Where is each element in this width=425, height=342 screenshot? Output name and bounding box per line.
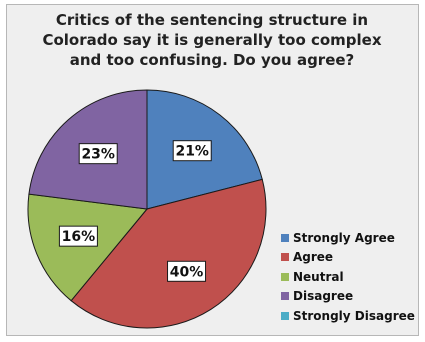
data-label-box xyxy=(78,143,118,165)
data-label-disagree: 23% xyxy=(78,143,118,165)
chart-legend: Strongly Agree Agree Neutral Disagree St… xyxy=(281,228,415,326)
legend-swatch xyxy=(281,253,289,262)
data-label-strongly-agree: 21% xyxy=(172,140,212,162)
legend-item: Agree xyxy=(281,248,415,268)
data-label-text: 16% xyxy=(62,229,96,245)
data-label-text: 23% xyxy=(81,147,115,163)
data-label-text: 21% xyxy=(175,144,209,160)
data-label-neutral: 16% xyxy=(58,225,98,247)
legend-swatch xyxy=(281,272,289,281)
legend-swatch xyxy=(281,292,289,301)
legend-swatch xyxy=(281,311,289,320)
legend-item: Disagree xyxy=(281,287,415,307)
legend-label: Disagree xyxy=(293,289,354,304)
pie-slice-neutral xyxy=(27,193,148,302)
data-label-box xyxy=(172,140,212,162)
legend-label: Neutral xyxy=(293,269,344,284)
chart-title: Critics of the sentencing structure in C… xyxy=(42,11,382,69)
data-label-box xyxy=(58,225,98,247)
legend-label: Agree xyxy=(293,250,334,265)
legend-label: Strongly Disagree xyxy=(293,308,415,323)
legend-item: Strongly Agree xyxy=(281,228,415,248)
legend-label: Strongly Agree xyxy=(293,230,395,245)
legend-item: Neutral xyxy=(281,267,415,287)
data-label-agree: 40% xyxy=(167,260,207,282)
data-label-box xyxy=(167,260,207,282)
legend-item: Strongly Disagree xyxy=(281,306,415,326)
pie-slice-agree xyxy=(70,178,267,329)
data-label-text: 40% xyxy=(170,264,204,280)
legend-swatch xyxy=(281,233,289,242)
